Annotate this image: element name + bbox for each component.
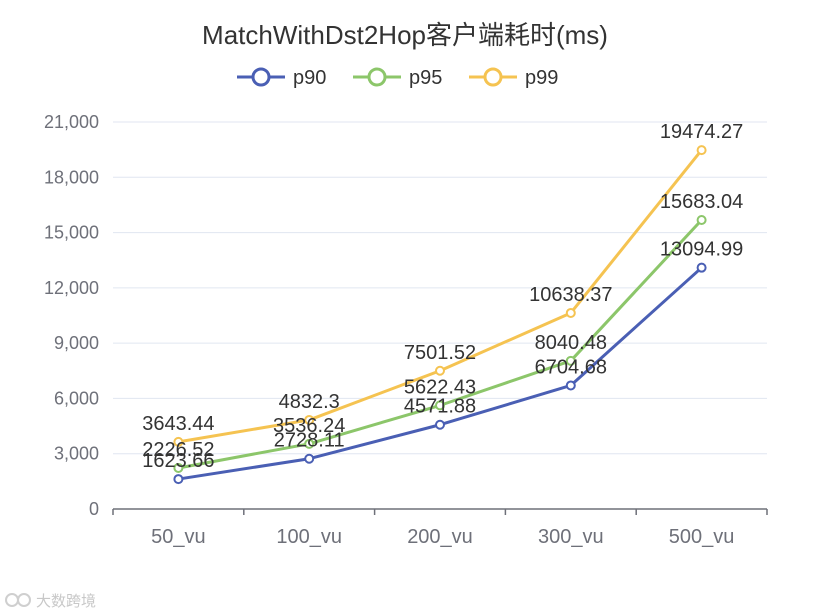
chart-title: MatchWithDst2Hop客户端耗时(ms) <box>202 20 608 50</box>
series-group <box>173 145 707 485</box>
x-tick-label: 200_vu <box>407 526 473 548</box>
legend: p90 p95 p99 <box>237 67 558 89</box>
data-point-p95 <box>565 355 576 366</box>
data-point-p90 <box>173 474 184 485</box>
data-point-p95 <box>696 214 707 225</box>
legend-marker-p95 <box>367 67 387 87</box>
data-label-p95: 15683.04 <box>660 191 743 213</box>
data-label-p90: 2728.11 <box>274 430 345 452</box>
watermark: 大数跨境 <box>5 592 96 610</box>
legend-marker-p90 <box>251 67 271 87</box>
data-point-p90 <box>696 262 707 273</box>
data-labels: 1623.66 2728.11 4571.88 6704.68 13094.99 2226… <box>142 121 743 472</box>
data-point-p95 <box>435 400 445 411</box>
data-point-p99 <box>565 307 576 318</box>
data-point-p99 <box>696 145 707 156</box>
y-tick-label: 15,000 <box>44 223 99 243</box>
data-label-p95: 2226.52 <box>142 439 214 461</box>
data-point-p99 <box>304 414 315 425</box>
y-tick-label: 6,000 <box>54 388 99 408</box>
data-point-p90 <box>565 380 576 391</box>
watermark-text: 大数跨境 <box>36 592 96 610</box>
data-label-p99: 10638.37 <box>529 284 612 306</box>
legend-marker-p99 <box>483 67 503 87</box>
data-label-p95: 5622.43 <box>404 376 476 398</box>
legend-label-p95: p95 <box>409 67 442 89</box>
y-tick-label: 12,000 <box>44 278 99 298</box>
data-point-p99 <box>173 436 184 447</box>
data-point-p90 <box>435 419 445 430</box>
data-label-p99: 3643.44 <box>142 413 214 435</box>
y-tick-label: 21,000 <box>44 112 99 132</box>
x-tick-label: 100_vu <box>276 526 342 548</box>
x-tick-label: 500_vu <box>669 526 735 548</box>
y-tick-label: 3,000 <box>54 444 99 464</box>
data-label-p95: 8040.48 <box>535 332 607 354</box>
gridlines <box>113 121 767 455</box>
y-tick-label: 0 <box>89 499 99 519</box>
y-tick-label: 18,000 <box>44 167 99 187</box>
data-point-p99 <box>435 365 445 376</box>
x-tick-label: 50_vu <box>151 526 206 548</box>
y-axis: 0 3,000 6,000 9,000 12,000 15,000 18,000 21,000 <box>44 112 99 519</box>
data-label-p99: 19474.27 <box>660 121 743 143</box>
data-label-p90: 13094.99 <box>660 239 743 261</box>
data-label-p90: 1623.66 <box>142 450 214 472</box>
y-tick-label: 9,000 <box>54 333 99 353</box>
x-tick-label: 300_vu <box>538 526 604 548</box>
logo-icon <box>5 593 31 607</box>
data-label-p99: 7501.52 <box>404 342 476 364</box>
data-label-p95: 3536.24 <box>273 415 345 437</box>
data-point-p95 <box>173 462 184 473</box>
data-label-p99: 4832.3 <box>279 391 340 413</box>
data-point-p95 <box>304 438 315 449</box>
legend-label-p99: p99 <box>525 67 558 89</box>
data-label-p90: 4571.88 <box>404 396 476 418</box>
legend-label-p90: p90 <box>293 67 326 89</box>
data-label-p90: 6704.68 <box>535 356 607 378</box>
x-axis: 50_vu 100_vu 200_vu 300_vu 500_vu <box>112 508 768 548</box>
data-point-p90 <box>304 453 315 464</box>
